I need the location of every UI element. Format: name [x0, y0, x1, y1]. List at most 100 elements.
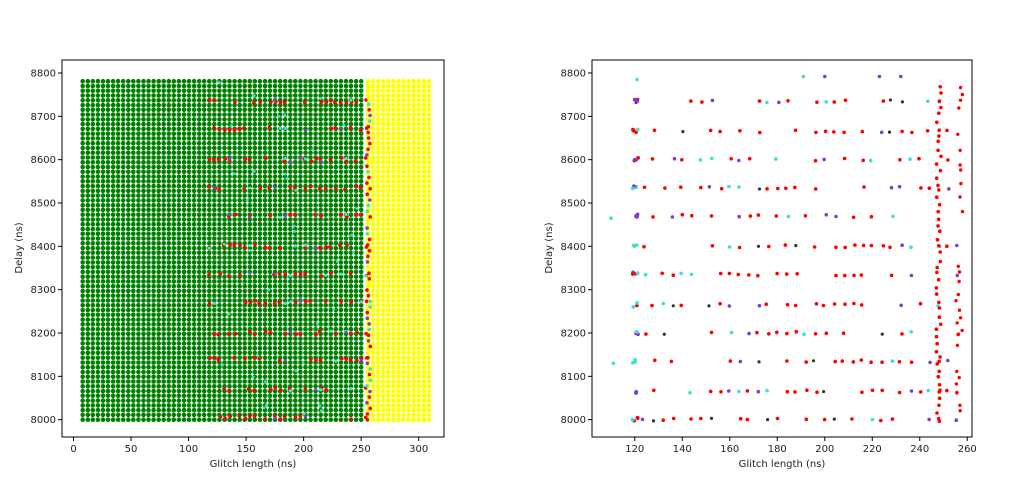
data-point: [298, 336, 303, 341]
data-point: [416, 145, 422, 151]
data-point: [416, 83, 422, 89]
data-point: [282, 207, 288, 213]
data-point: [191, 360, 197, 365]
data-point: [391, 198, 396, 203]
data-point: [282, 369, 288, 375]
data-point: [333, 322, 339, 327]
data-point: [141, 88, 146, 94]
data-point: [161, 226, 166, 232]
data-point: [166, 393, 172, 399]
data-point: [252, 264, 258, 270]
data-point: [391, 231, 396, 237]
data-point: [110, 164, 116, 170]
data-point: [151, 198, 156, 203]
data-point: [333, 341, 339, 346]
data-point: [176, 121, 182, 127]
data-point: [95, 155, 101, 160]
data-point: [396, 212, 401, 217]
data-point: [105, 374, 111, 380]
data-point: [308, 412, 313, 418]
data-point: [115, 298, 121, 303]
data-point: [401, 331, 406, 337]
data-point: [323, 117, 329, 122]
data-point: [176, 212, 182, 217]
data-point: [95, 145, 101, 151]
data-point: [247, 279, 253, 284]
data-point: [242, 312, 247, 318]
data-point: [323, 236, 329, 241]
data-point: [308, 150, 313, 155]
data-point: [328, 393, 334, 399]
data-point: [110, 255, 116, 260]
data-point: [416, 236, 422, 241]
data-point: [217, 288, 222, 294]
data-point: [237, 207, 242, 213]
data-point: [333, 221, 339, 227]
data-point: [222, 369, 227, 375]
data-point: [358, 98, 364, 103]
data-point: [222, 345, 227, 351]
data-point: [136, 250, 141, 256]
data-point: [288, 169, 293, 175]
data-point: [401, 241, 406, 246]
data-point: [277, 393, 283, 399]
data-point: [237, 155, 242, 160]
data-point: [232, 221, 237, 227]
data-point: [313, 283, 318, 289]
data-point: [171, 398, 177, 403]
data-point: [298, 288, 303, 294]
data-point: [328, 369, 334, 375]
data-point: [323, 331, 329, 337]
data-point: [272, 307, 278, 313]
data-point: [100, 283, 106, 289]
data-point: [282, 345, 288, 351]
data-point: [338, 112, 344, 117]
data-point: [85, 202, 91, 208]
data-point: [161, 255, 166, 260]
data-point: [401, 198, 406, 203]
data-point: [370, 217, 376, 222]
data-point: [338, 226, 344, 232]
data-point: [252, 174, 258, 179]
data-point: [353, 350, 359, 356]
data-point: [105, 198, 111, 203]
data-point: [406, 117, 411, 122]
data-point: [406, 145, 411, 151]
data-point: [262, 169, 268, 175]
data-point: [380, 298, 386, 303]
data-point: [166, 364, 172, 370]
data-point: [333, 250, 339, 256]
data-point: [277, 317, 283, 322]
data-point: [146, 412, 151, 418]
data-point: [115, 360, 121, 365]
data-point: [120, 221, 126, 227]
data-point: [293, 179, 298, 184]
data-point: [426, 241, 432, 246]
data-point: [396, 112, 401, 117]
data-point: [85, 369, 91, 375]
data-point: [95, 136, 101, 141]
data-point: [141, 303, 146, 308]
data-point: [191, 393, 197, 399]
data-point: [328, 250, 334, 256]
data-point: [141, 317, 146, 322]
data-point: [391, 312, 396, 318]
data-point: [386, 160, 391, 165]
data-point: [156, 193, 161, 198]
data-point: [247, 202, 253, 208]
data-point: [207, 250, 212, 256]
data-point: [227, 245, 232, 251]
data-point: [333, 303, 339, 308]
data-point: [176, 412, 182, 418]
data-point: [396, 312, 401, 318]
data-point: [348, 283, 354, 289]
data-point: [166, 331, 172, 337]
data-point: [95, 236, 101, 241]
data-point: [201, 274, 207, 280]
data-point: [257, 241, 263, 246]
data-point: [416, 155, 422, 160]
data-point: [120, 341, 126, 346]
data-point: [252, 236, 258, 241]
data-point: [242, 83, 247, 89]
data-point: [411, 93, 416, 98]
